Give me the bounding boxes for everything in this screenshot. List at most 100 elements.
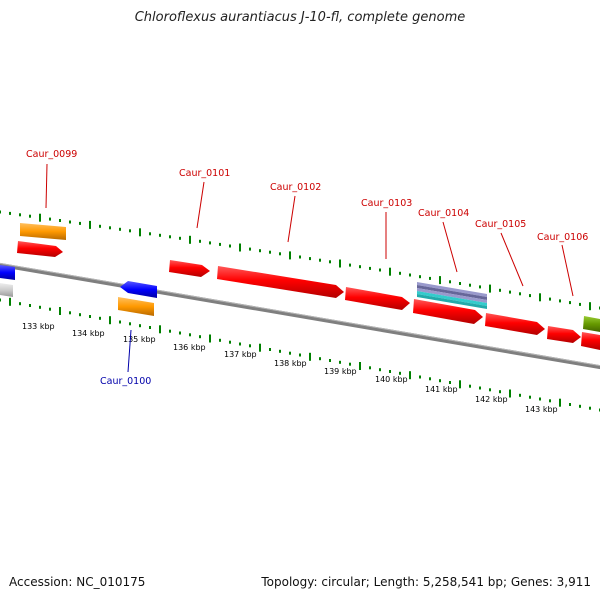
inner-minor-tick xyxy=(289,351,291,355)
inner-minor-tick xyxy=(189,333,191,337)
outer-minor-tick xyxy=(319,258,321,262)
inner-minor-tick xyxy=(519,393,521,397)
genome-backbone xyxy=(0,262,600,370)
reverse-strand-genes xyxy=(0,265,157,316)
inner-minor-tick xyxy=(219,338,221,342)
outer-minor-tick xyxy=(329,260,331,264)
inner-minor-tick xyxy=(569,403,571,406)
inner-minor-tick xyxy=(469,384,471,388)
label-caur-0102: Caur_0102 xyxy=(270,182,321,193)
outer-minor-tick xyxy=(219,242,221,246)
label-caur-0103: Caur_0103 xyxy=(361,198,412,209)
outer-minor-tick xyxy=(259,249,261,253)
outer-minor-tick xyxy=(579,302,581,306)
inner-minor-tick xyxy=(69,311,71,315)
inner-major-tick xyxy=(259,343,261,352)
inner-major-tick xyxy=(509,389,511,398)
scale-label-134: 134 kbp xyxy=(72,329,105,338)
outer-minor-tick xyxy=(299,255,301,259)
inner-minor-tick xyxy=(339,360,341,364)
inner-minor-tick xyxy=(319,357,321,361)
inner-minor-tick xyxy=(239,342,241,346)
scale-label-143: 143 kbp xyxy=(525,405,558,414)
inner-major-tick xyxy=(209,334,211,343)
inner-minor-tick xyxy=(49,307,51,311)
outer-minor-tick xyxy=(69,220,71,224)
gene-caur-0099-red xyxy=(17,241,63,257)
label-caur-0101: Caur_0101 xyxy=(179,168,230,179)
outer-major-tick xyxy=(339,259,341,268)
inner-minor-tick xyxy=(489,388,491,392)
scale-label-135: 135 kbp xyxy=(123,335,156,344)
scale-label-139: 139 kbp xyxy=(324,367,357,376)
map-title: Chloroflexus aurantiacus J-10-fl, comple… xyxy=(134,10,466,25)
outer-minor-tick xyxy=(359,265,361,269)
inner-major-tick xyxy=(309,352,311,361)
inner-minor-tick xyxy=(199,335,201,339)
inner-minor-tick xyxy=(579,404,581,408)
inner-minor-tick xyxy=(479,386,481,390)
outer-minor-tick xyxy=(209,241,211,245)
scale-label-137: 137 kbp xyxy=(224,350,257,359)
genome-summary-text: Topology: circular; Length: 5,258,541 bp… xyxy=(261,575,591,589)
outer-minor-tick xyxy=(229,244,231,248)
scale-label-141: 141 kbp xyxy=(425,385,458,394)
inner-minor-tick xyxy=(529,395,531,399)
inner-minor-tick xyxy=(179,331,181,335)
outer-minor-tick xyxy=(459,282,461,285)
outer-minor-tick xyxy=(279,252,281,256)
gene-next-olive xyxy=(583,316,600,332)
outer-major-tick xyxy=(539,293,541,302)
scale-labels: 133 kbp 134 kbp 135 kbp 136 kbp 137 kbp … xyxy=(22,322,558,414)
outer-minor-tick xyxy=(29,214,31,218)
scale-label-140: 140 kbp xyxy=(375,375,408,384)
outer-minor-tick xyxy=(119,227,121,231)
outer-minor-tick xyxy=(429,276,431,280)
outer-minor-tick xyxy=(49,217,51,221)
inner-minor-tick xyxy=(229,340,231,344)
gene-left-grey xyxy=(0,283,13,297)
scale-label-136: 136 kbp xyxy=(173,343,206,352)
inner-major-tick xyxy=(459,380,461,389)
inner-minor-tick xyxy=(369,366,371,370)
inner-minor-tick xyxy=(79,313,81,317)
inner-minor-tick xyxy=(279,349,281,353)
inner-minor-tick xyxy=(99,316,101,320)
outer-minor-tick xyxy=(149,232,151,236)
gene-caur-0101 xyxy=(169,260,210,277)
gene-caur-0104 xyxy=(413,299,483,324)
outer-minor-tick xyxy=(9,211,11,215)
inner-minor-tick xyxy=(389,370,391,373)
gene-left-blue xyxy=(0,265,15,280)
inner-minor-tick xyxy=(169,329,171,333)
outer-minor-tick xyxy=(409,273,411,277)
inner-minor-tick xyxy=(399,371,401,375)
inner-minor-tick xyxy=(119,320,121,324)
label-caur-0100: Caur_0100 xyxy=(100,376,151,387)
outer-minor-tick xyxy=(269,250,271,254)
inner-minor-tick xyxy=(429,377,431,381)
inner-minor-tick xyxy=(419,375,421,379)
inner-minor-tick xyxy=(449,381,451,384)
outer-minor-tick xyxy=(479,285,481,289)
gene-caur-0099-orange xyxy=(20,223,66,240)
inner-minor-tick xyxy=(149,326,151,329)
scale-label-133: 133 kbp xyxy=(22,322,55,331)
outer-major-tick xyxy=(489,284,491,293)
outer-minor-tick xyxy=(559,299,561,303)
outer-minor-tick xyxy=(249,247,251,251)
inner-minor-tick xyxy=(589,406,591,410)
inner-minor-tick xyxy=(139,324,141,328)
scale-label-138: 138 kbp xyxy=(274,359,307,368)
outer-major-tick xyxy=(89,220,91,229)
inner-minor-tick xyxy=(89,315,91,318)
inner-major-tick xyxy=(559,398,561,407)
outer-tick-ring xyxy=(0,210,600,311)
inner-minor-tick xyxy=(269,348,271,351)
outer-major-tick xyxy=(289,251,291,260)
accession-text: Accession: NC_010175 xyxy=(9,575,146,589)
outer-minor-tick xyxy=(419,275,421,279)
gene-next-red xyxy=(581,332,600,350)
inner-major-tick xyxy=(109,316,111,325)
